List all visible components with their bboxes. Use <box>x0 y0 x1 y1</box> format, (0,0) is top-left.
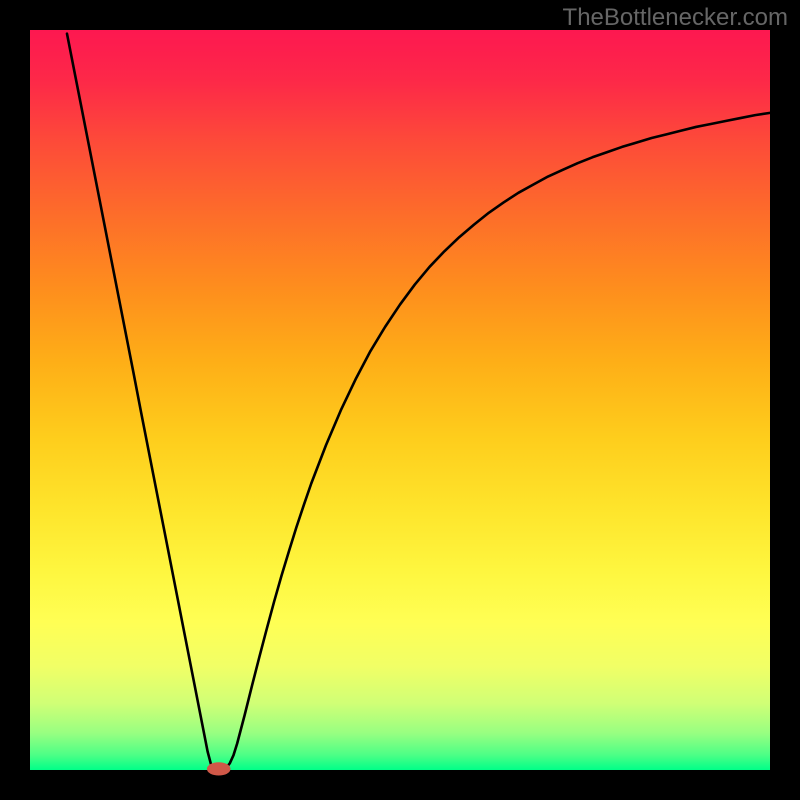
chart-root: TheBottlenecker.com <box>0 0 800 800</box>
watermark-text: TheBottlenecker.com <box>563 4 788 32</box>
chart-background <box>30 30 770 770</box>
bottleneck-chart <box>0 0 800 800</box>
optimal-point-marker <box>207 762 231 775</box>
